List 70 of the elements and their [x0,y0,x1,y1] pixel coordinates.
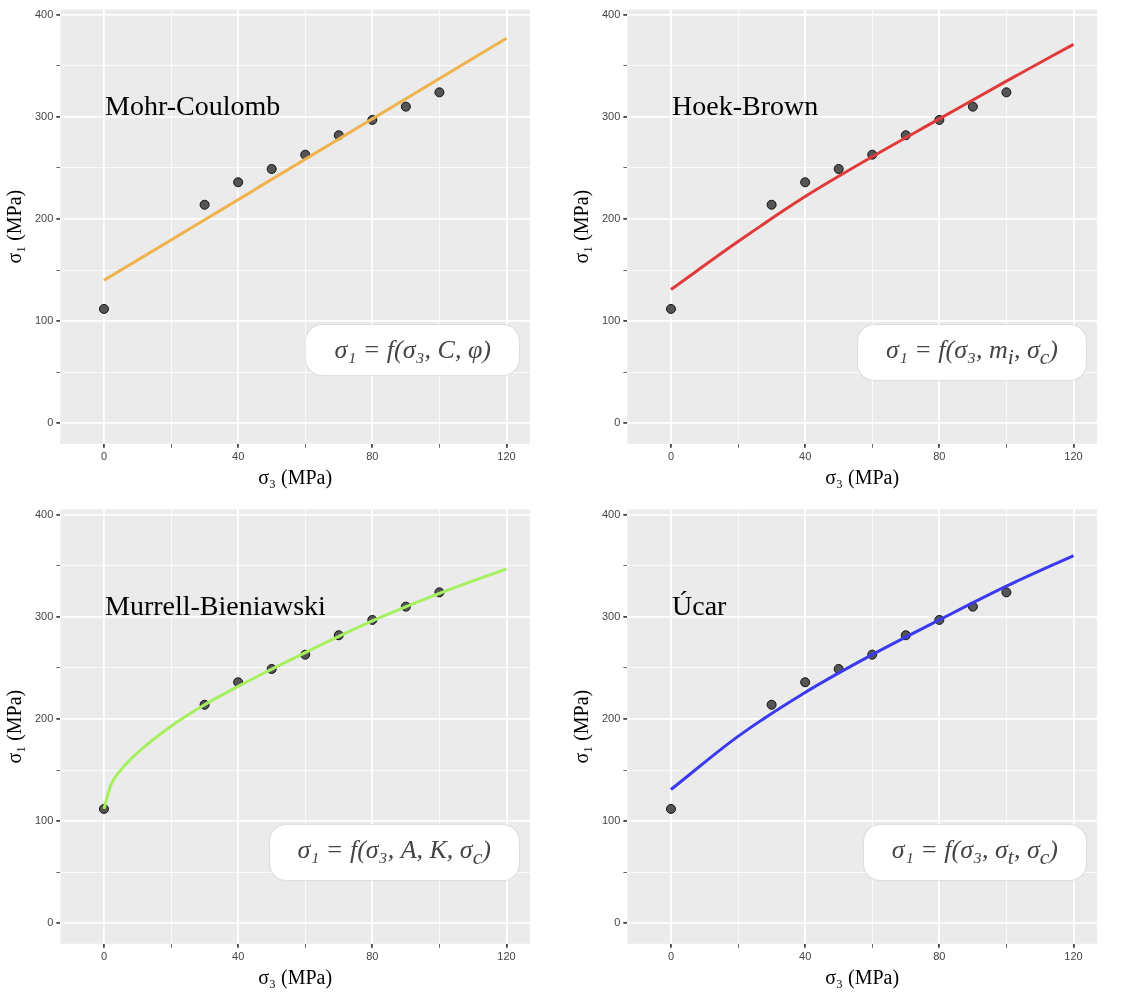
line-series [669,42,1076,292]
point [400,101,411,112]
point [98,303,109,314]
point [833,163,844,174]
x-tick-label: 120 [497,450,516,463]
point [800,177,811,188]
x-axis-title: σ₃ (MPa) [258,966,333,990]
annotation: Murrell-Bieniawski [105,590,326,622]
y-tick-label: 400 [34,507,54,520]
y-tick-label: 200 [601,212,621,225]
x-tick-label: 80 [933,450,946,463]
y-tick-label: 400 [34,7,54,20]
annotation: σ₁ = f(σ₃, C, φ) [306,325,519,375]
y-axis-title: σ₁ (MPa) [3,189,27,264]
x-tick-label: 0 [100,450,108,463]
y-tick-label: 300 [601,609,621,622]
y-axis-title: σ₁ (MPa) [3,689,27,764]
line-series [669,554,1076,792]
y-tick-label: 0 [614,916,621,929]
point [665,303,676,314]
y-tick-label: 0 [614,416,621,429]
point [967,101,978,112]
y-tick-label: 300 [34,609,54,622]
x-tick-label: 0 [100,950,108,963]
annotation: Mohr-Coulomb [105,90,281,122]
x-tick-label: 80 [366,950,379,963]
y-axis-title: σ₁ (MPa) [570,689,594,764]
x-tick-label: 120 [497,950,516,963]
point [233,177,244,188]
point [800,677,811,688]
annotation: Hoek-Brown [672,90,819,122]
x-axis-title: σ₃ (MPa) [258,466,333,490]
y-tick-label: 200 [34,712,54,725]
x-tick-label: 40 [232,450,245,463]
y-tick-label: 100 [601,314,621,327]
point [766,199,777,210]
point [199,199,210,210]
point [665,803,676,814]
annotation: Úcar [672,590,727,622]
point [1001,87,1012,98]
x-tick-label: 0 [667,450,675,463]
point [1001,587,1012,598]
y-tick-label: 400 [601,7,621,20]
y-tick-label: 400 [601,507,621,520]
y-tick-label: 200 [34,212,54,225]
y-tick-label: 0 [47,916,54,929]
y-tick-label: 100 [34,314,54,327]
y-tick-label: 100 [34,814,54,827]
x-tick-label: 120 [1064,950,1083,963]
y-tick-label: 300 [601,109,621,122]
point [766,699,777,710]
annotation: σ₁ = f(σ₃, σ$_{t}$, σ$_{c}$) [863,825,1086,881]
x-tick-label: 80 [366,450,379,463]
x-tick-label: 40 [232,950,245,963]
x-tick-label: 40 [799,950,812,963]
x-axis-title: σ₃ (MPa) [825,466,900,490]
x-tick-label: 40 [799,450,812,463]
x-tick-label: 0 [667,950,675,963]
y-tick-label: 200 [601,712,621,725]
point [434,87,445,98]
x-axis-title: σ₃ (MPa) [825,966,900,990]
x-tick-label: 120 [1064,450,1083,463]
y-tick-label: 0 [47,416,54,429]
x-tick-label: 80 [933,950,946,963]
point [266,163,277,174]
y-tick-label: 100 [601,814,621,827]
y-tick-label: 300 [34,109,54,122]
annotation: σ₁ = f(σ₃, A, K, σ$_{c}$) [269,825,519,881]
y-axis-title: σ₁ (MPa) [570,189,594,264]
annotation: σ₁ = f(σ₃, m$_{i}$, σ$_{c}$) [857,325,1086,381]
